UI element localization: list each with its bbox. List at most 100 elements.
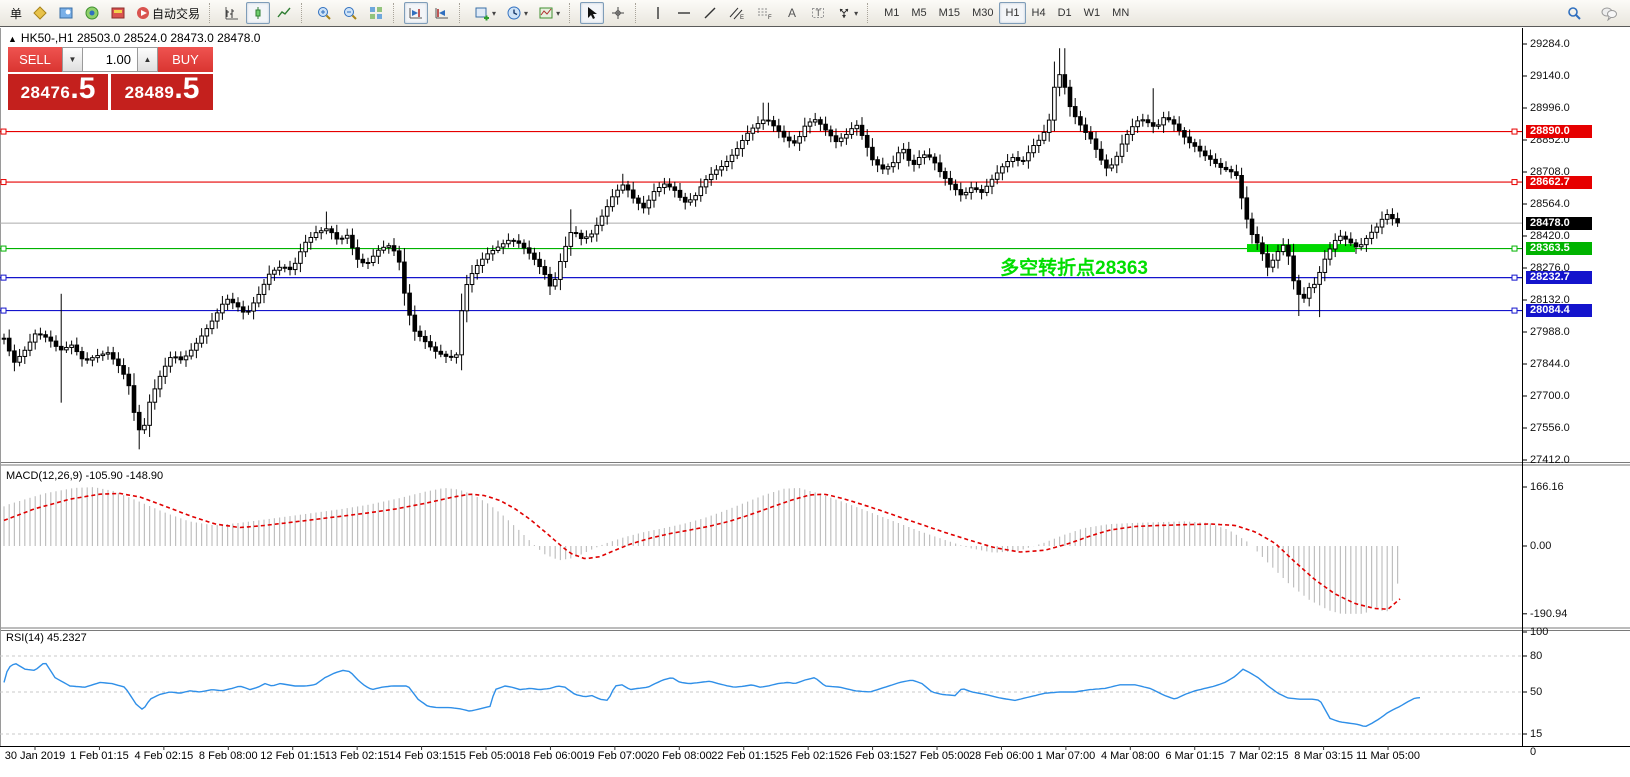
autotrade-button[interactable]: 自动交易 — [132, 2, 204, 24]
timeframe-w1[interactable]: W1 — [1083, 7, 1101, 19]
time-axis-label: 7 Mar 02:15 — [1229, 750, 1289, 762]
time-axis-label: 18 Feb 06:00 — [518, 750, 583, 762]
sell-price[interactable]: 28476 .5 — [8, 74, 108, 110]
time-axis-label: 30 Jan 2019 — [4, 750, 66, 762]
trendline-tool[interactable] — [698, 2, 722, 24]
symbol-ohlc-header[interactable]: ▲ HK50-,H1 28503.0 28524.0 28473.0 28478.… — [8, 31, 260, 45]
time-axis-label: 28 Feb 06:00 — [969, 750, 1034, 762]
template-dropdown[interactable]: ▾ — [534, 2, 564, 24]
new-order-button[interactable]: 单 — [4, 2, 26, 24]
price-line-badge: 28890.0 — [1526, 125, 1592, 139]
price-axis-tick: 27844.0 — [1530, 358, 1570, 370]
current-price-badge: 28478.0 — [1526, 216, 1592, 230]
time-axis-label: 14 Feb 03:15 — [389, 750, 454, 762]
timeframe-mn[interactable]: MN — [1112, 7, 1130, 19]
bar-chart-button[interactable] — [220, 2, 244, 24]
price-axis-tick: 29140.0 — [1530, 70, 1570, 82]
new-chart-dropdown[interactable]: ▾ — [470, 2, 500, 24]
sell-price-main: 28476 — [20, 83, 71, 102]
chart-shift-button[interactable] — [430, 2, 454, 24]
sell-price-frac: .5 — [70, 72, 96, 105]
timeframe-m15[interactable]: M15 — [938, 7, 961, 19]
search-icon[interactable] — [1562, 2, 1586, 24]
svg-text:E: E — [740, 15, 744, 21]
caret-down-icon: ▾ — [854, 8, 859, 18]
candlestick-chart-button[interactable] — [246, 2, 271, 24]
time-axis-label: 25 Feb 02:15 — [775, 750, 841, 762]
timeframe-h4[interactable]: H4 — [1031, 7, 1046, 19]
price-axis-tick: 28276.0 — [1530, 262, 1570, 274]
zoom-in-button[interactable] — [312, 2, 336, 24]
price-line-badge: 28363.5 — [1526, 242, 1592, 256]
time-axis-label: 8 Mar 03:15 — [1294, 750, 1353, 762]
navigator-icon[interactable] — [80, 2, 104, 24]
macd-label: MACD(12,26,9) -105.90 -148.90 — [6, 470, 164, 482]
svg-text:A: A — [788, 6, 796, 20]
fibonacci-tool[interactable]: F — [752, 2, 778, 24]
time-axis-label: 19 Feb 07:00 — [582, 750, 648, 762]
buy-button[interactable]: BUY — [158, 47, 213, 72]
tile-windows-button[interactable] — [364, 2, 388, 24]
svg-text:T: T — [816, 8, 822, 18]
buy-price[interactable]: 28489 .5 — [111, 74, 213, 110]
text-label-tool[interactable]: T — [806, 2, 830, 24]
price-axis-tick: 27700.0 — [1530, 390, 1570, 402]
one-click-trading-panel: SELL ▼ 1.00 ▲ BUY 28476 .5 28489 .5 — [8, 47, 213, 110]
cursor-tool-button[interactable] — [580, 2, 605, 24]
zoom-out-button[interactable] — [338, 2, 362, 24]
price-axis-tick: 28708.0 — [1530, 166, 1570, 178]
toolbar-separator — [301, 3, 307, 23]
timeframe-m30[interactable]: M30 — [972, 7, 994, 19]
rsi-label: RSI(14) 45.2327 — [6, 632, 87, 644]
new-order-label: 单 — [10, 6, 23, 21]
time-axis-label: 15 Feb 05:00 — [453, 750, 519, 762]
arrows-tool-dropdown[interactable]: ▾ — [832, 2, 862, 24]
time-axis-label: 26 Feb 03:15 — [840, 750, 905, 762]
toolbar-separator — [209, 3, 215, 23]
collapse-arrow-icon[interactable]: ▲ — [8, 34, 17, 44]
chart-annotation-text[interactable]: 多空转折点28363 — [1000, 258, 1148, 279]
equidistant-channel-tool[interactable]: E — [724, 2, 750, 24]
vertical-line-tool[interactable] — [646, 2, 670, 24]
macd-axis-tick: 0.00 — [1530, 540, 1552, 552]
rsi-axis-tick: 100 — [1530, 626, 1549, 638]
auto-scroll-button[interactable] — [404, 2, 429, 24]
toolbar: 单 自动交易 ▾ ▾ — [0, 0, 1630, 27]
profile-icon[interactable] — [28, 2, 52, 24]
terminal-icon[interactable] — [106, 2, 130, 24]
time-axis-label: 1 Mar 07:00 — [1036, 750, 1096, 762]
time-axis-label: 13 Feb 02:15 — [324, 750, 390, 762]
sell-button[interactable]: SELL — [8, 47, 62, 72]
volume-increase-button[interactable]: ▲ — [137, 47, 158, 72]
market-watch-icon[interactable] — [54, 2, 78, 24]
macd-axis-tick: 166.16 — [1530, 480, 1564, 493]
timeframe-m1[interactable]: M1 — [884, 7, 900, 19]
toolbar-separator — [569, 3, 575, 23]
chart-canvas[interactable] — [0, 28, 1630, 777]
timeframe-m5[interactable]: M5 — [911, 7, 927, 19]
timeframe-h1[interactable]: H1 — [999, 2, 1026, 24]
period-dropdown[interactable]: ▾ — [502, 2, 532, 24]
price-axis-tick: 28996.0 — [1530, 102, 1570, 114]
rsi-axis-tick: 0 — [1530, 746, 1537, 758]
timeframe-d1[interactable]: D1 — [1057, 7, 1072, 19]
svg-text:F: F — [768, 15, 772, 21]
caret-down-icon: ▾ — [556, 8, 561, 18]
line-chart-button[interactable] — [272, 2, 296, 24]
toolbar-separator — [459, 3, 465, 23]
volume-decrease-button[interactable]: ▼ — [62, 47, 83, 72]
horizontal-line-tool[interactable] — [672, 2, 696, 24]
buy-price-frac: .5 — [174, 72, 200, 105]
time-axis-label: 4 Feb 02:15 — [134, 750, 194, 762]
volume-input[interactable]: 1.00 — [83, 47, 137, 72]
text-tool[interactable]: A — [780, 2, 804, 24]
price-axis-tick: 28420.0 — [1530, 230, 1570, 242]
caret-down-icon: ▾ — [524, 8, 529, 18]
rsi-axis-tick: 80 — [1530, 650, 1543, 662]
price-axis-tick: 28132.0 — [1530, 294, 1570, 306]
price-axis-tick: 27988.0 — [1530, 326, 1570, 338]
toolbar-separator — [867, 3, 873, 23]
crosshair-tool-button[interactable] — [606, 2, 630, 24]
chat-icon[interactable] — [1596, 2, 1622, 24]
